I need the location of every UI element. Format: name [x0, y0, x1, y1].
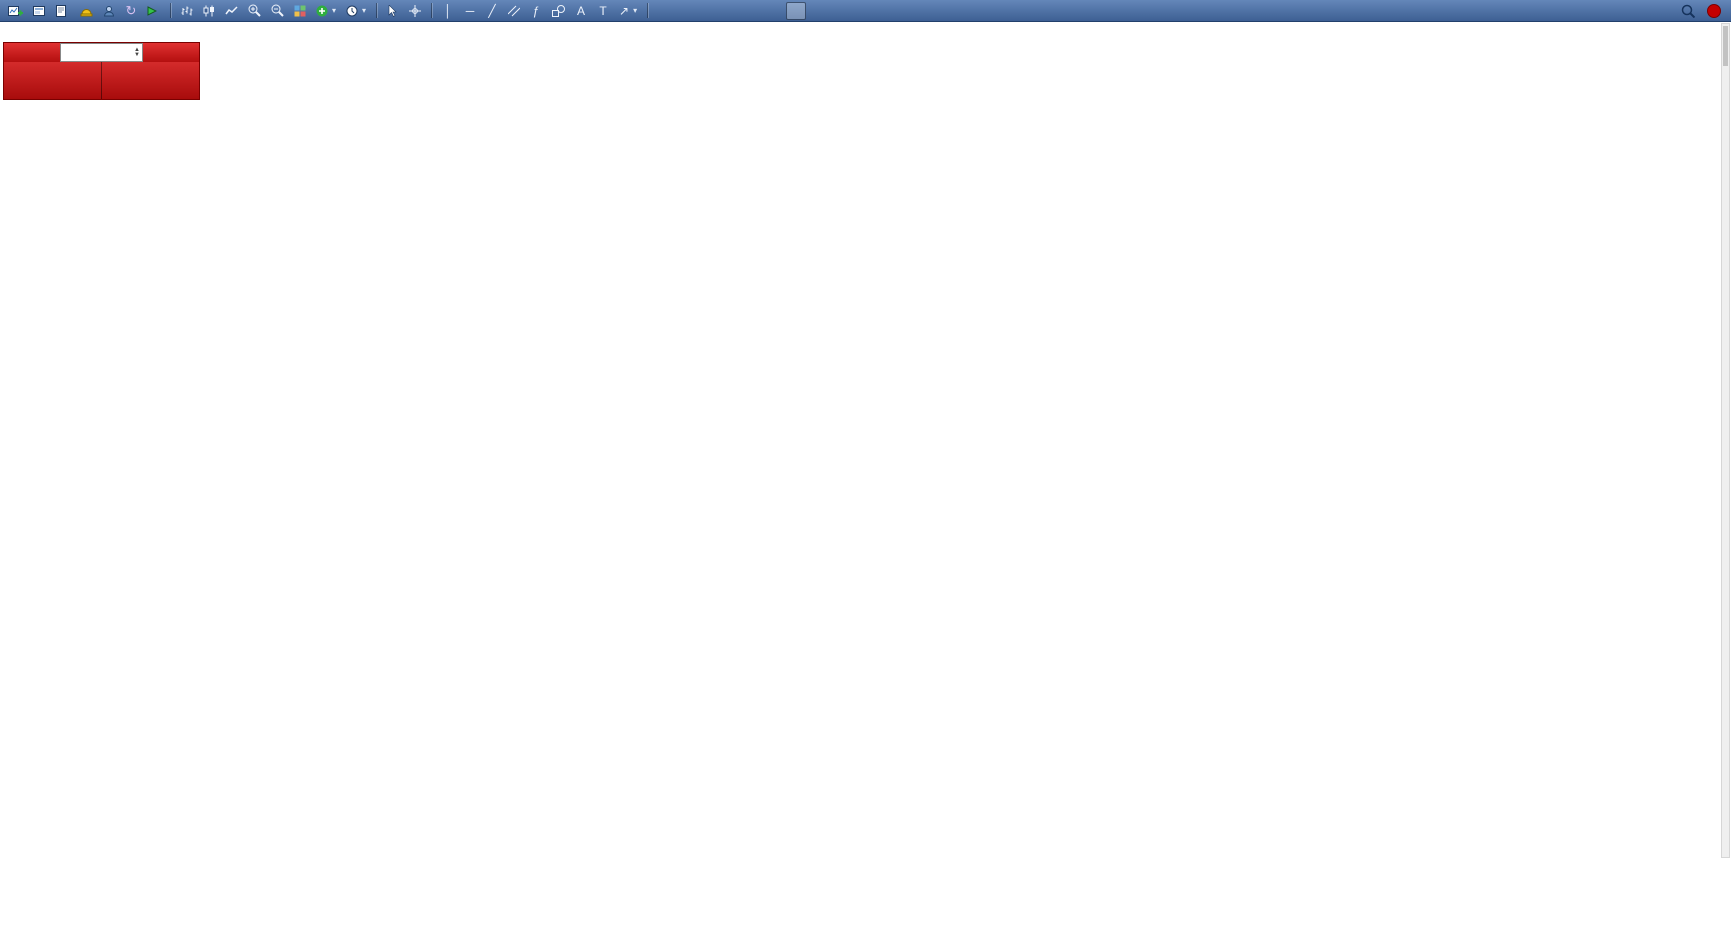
timeframe-m1-button[interactable]	[654, 2, 674, 20]
community-button[interactable]	[99, 2, 119, 20]
bar-chart-icon	[181, 6, 193, 15]
bar-chart-type-button[interactable]	[177, 2, 197, 20]
candlestick-icon	[203, 5, 214, 16]
zoom-in-button[interactable]	[244, 2, 265, 20]
chart-profiles-button[interactable]	[29, 2, 50, 20]
indicators-plus-icon	[316, 5, 328, 16]
timeframe-m5-button[interactable]	[676, 2, 696, 20]
zoom-in-icon	[248, 4, 261, 17]
macd-indicator-label	[5, 534, 23, 546]
channel-icon	[508, 5, 521, 16]
cursor-button[interactable]	[383, 2, 403, 20]
shapes-icon	[552, 4, 566, 17]
shapes-button[interactable]	[548, 2, 569, 20]
timeframe-mn-button[interactable]	[830, 2, 850, 20]
period-menu-button[interactable]: ▾	[342, 2, 370, 20]
horizontal-line-button[interactable]: ─	[460, 2, 480, 20]
buy-button[interactable]	[143, 43, 199, 62]
line-chart-type-button[interactable]	[221, 2, 242, 20]
refresh-button[interactable]: ↻	[121, 2, 141, 20]
toolbar-separator	[431, 3, 433, 18]
chart-scrollbar[interactable]	[1721, 23, 1730, 858]
trendline-button[interactable]: ╱	[482, 2, 502, 20]
tile-windows-button[interactable]	[290, 2, 310, 20]
indicators-button[interactable]: ▾	[312, 2, 340, 20]
new-order-icon	[56, 4, 66, 17]
chart-profiles-icon	[33, 5, 45, 16]
volume-up-icon[interactable]: ▲	[134, 46, 140, 53]
new-chart-button[interactable]	[4, 2, 27, 20]
search-button[interactable]	[1677, 2, 1699, 20]
volume-spinner[interactable]: ▲ ▼	[134, 46, 140, 58]
arrows-tool-button[interactable]: ↗ ▾	[615, 2, 641, 20]
autotrading-button[interactable]	[143, 2, 164, 20]
crosshair-icon	[409, 4, 422, 17]
new-order-button[interactable]	[52, 2, 74, 20]
timeframe-m30-button[interactable]	[720, 2, 740, 20]
equidistant-channel-button[interactable]	[504, 2, 524, 20]
toolbar-separator	[170, 3, 171, 18]
candlestick-chart-type-button[interactable]	[199, 2, 219, 20]
timeframe-w1-button[interactable]	[808, 2, 828, 20]
timeframe-m15-button[interactable]	[698, 2, 718, 20]
rsi-indicator-label	[5, 687, 17, 699]
one-click-trading-prices	[4, 62, 199, 99]
market-button[interactable]	[76, 2, 97, 20]
toolbar-separator	[647, 3, 649, 18]
scrollbar-thumb[interactable]	[1723, 26, 1728, 66]
new-chart-icon	[8, 5, 23, 16]
text-label-button[interactable]: T	[593, 2, 613, 20]
main-toolbar: ↻ ▾ ▾ │ ─ ╱ ƒ A	[0, 0, 1731, 22]
line-chart-icon	[225, 5, 238, 14]
text-button[interactable]: A	[571, 2, 591, 20]
sell-button[interactable]	[4, 43, 60, 62]
search-icon	[1681, 4, 1695, 18]
volume-down-icon[interactable]: ▼	[134, 51, 140, 58]
timeframe-d1-button[interactable]	[786, 1, 807, 20]
fibonacci-button[interactable]: ƒ	[526, 2, 546, 20]
crosshair-button[interactable]	[405, 2, 425, 20]
price-chart-canvas[interactable]	[0, 22, 1731, 860]
cursor-icon	[388, 4, 397, 17]
sell-price-button[interactable]	[4, 62, 102, 99]
period-caret-icon: ▾	[362, 6, 367, 15]
community-person-icon	[103, 5, 115, 16]
chart-title	[6, 27, 14, 39]
timeframe-h4-button[interactable]	[764, 2, 784, 20]
vertical-line-button[interactable]: │	[438, 2, 458, 20]
one-click-trading-top-row: ▲ ▼	[4, 43, 199, 62]
tile-windows-icon	[294, 5, 306, 16]
volume-stepper[interactable]: ▲ ▼	[60, 43, 143, 62]
zoom-out-button[interactable]	[267, 2, 288, 20]
market-icon	[80, 8, 93, 16]
notification-badge[interactable]	[1707, 3, 1721, 18]
arrows-caret-icon: ▾	[633, 6, 638, 15]
toolbar-separator	[376, 3, 378, 18]
buy-price-button[interactable]	[101, 62, 199, 99]
autotrading-play-icon	[147, 5, 157, 16]
clock-icon	[346, 5, 358, 16]
timeframe-h1-button[interactable]	[742, 2, 762, 20]
indicators-caret-icon: ▾	[332, 6, 337, 15]
one-click-trading-panel: ▲ ▼	[3, 42, 200, 100]
zoom-out-icon	[271, 4, 284, 17]
refresh-icon: ↻	[125, 2, 137, 18]
